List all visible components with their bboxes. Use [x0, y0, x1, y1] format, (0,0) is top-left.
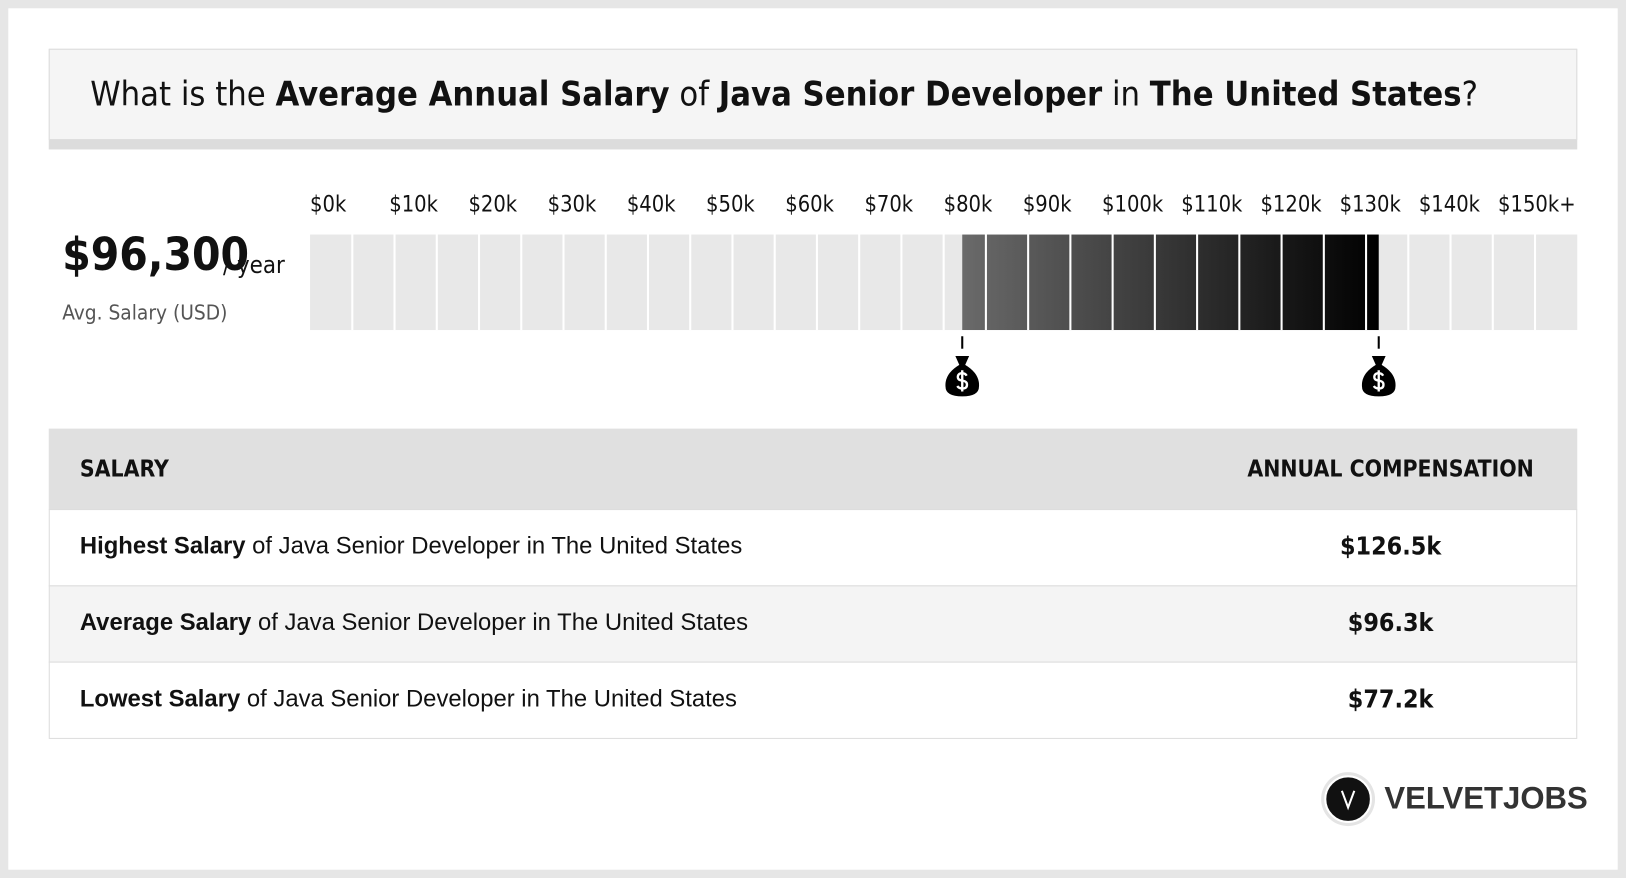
title-segment: ?	[1462, 74, 1478, 114]
scale-tick-label: $0k	[310, 192, 347, 217]
scale-tick-label: $110k	[1181, 192, 1243, 217]
scale-tick-label: $50k	[706, 192, 755, 217]
row-label-text: of Java Senior Developer in The United S…	[246, 533, 743, 560]
salary-period: / year	[223, 251, 285, 279]
scale-tick-label: $60k	[785, 192, 834, 217]
title-segment: The United States	[1150, 74, 1462, 114]
table-row	[48, 661, 1578, 739]
title-segment: in	[1102, 74, 1150, 114]
row-label: Average Salary of Java Senior Developer …	[80, 609, 748, 636]
scale-tick-label: $150k+	[1498, 192, 1576, 217]
table-row	[48, 509, 1578, 587]
table-body: Highest Salary of Java Senior Developer …	[48, 509, 1578, 739]
header-title: What is the Average Annual Salary of Jav…	[90, 74, 1478, 114]
row-value: $126.5k	[1340, 532, 1442, 561]
salary-caption: Avg. Salary (USD)	[62, 300, 227, 324]
title-segment: of	[670, 74, 719, 114]
table-header	[48, 428, 1578, 510]
average-salary: $96,300	[62, 228, 249, 281]
logo-text: VELVETJOBS	[1384, 780, 1587, 815]
row-label-bold: Highest Salary	[80, 533, 246, 560]
row-label-text: of Java Senior Developer in The United S…	[240, 686, 737, 713]
scale-tick-label: $30k	[548, 192, 597, 217]
scale-tick-label: $20k	[468, 192, 517, 217]
header-box	[48, 48, 1578, 141]
scale-tick-label: $120k	[1260, 192, 1322, 217]
scale-tick-label: $140k	[1419, 192, 1481, 217]
column-header: ANNUAL COMPENSATION	[1247, 457, 1534, 483]
row-label-text: of Java Senior Developer in The United S…	[251, 609, 748, 636]
table-row	[48, 585, 1578, 663]
row-value: $96.3k	[1348, 608, 1435, 637]
row-label-bold: Average Salary	[80, 609, 252, 636]
scale-tick-label: $80k	[944, 192, 993, 217]
logo-mark	[1324, 775, 1372, 823]
scale-tick-label: $10k	[389, 192, 438, 217]
row-label: Lowest Salary of Java Senior Developer i…	[80, 686, 737, 713]
logo-v	[1340, 790, 1356, 811]
title-segment: Average Annual Salary	[275, 74, 669, 114]
scale-tick-label: $130k	[1340, 192, 1402, 217]
title-segment: What is the	[90, 74, 275, 114]
scale-tick-label: $100k	[1102, 192, 1164, 217]
row-value: $77.2k	[1348, 684, 1435, 713]
title-segment: Java Senior Developer	[717, 74, 1103, 114]
row-label: Highest Salary of Java Senior Developer …	[80, 533, 742, 560]
scale-tick-label: $90k	[1023, 192, 1072, 217]
scale-tick-label: $40k	[627, 192, 676, 217]
scale-tick-label: $70k	[864, 192, 913, 217]
salary-range	[962, 234, 1379, 331]
salary-scale: $0k $10k $20k $30k $40k $50k $60k $70k $80k $90k $…	[310, 192, 1578, 398]
column-header: SALARY	[80, 457, 170, 483]
row-label-bold: Lowest Salary	[80, 686, 241, 713]
